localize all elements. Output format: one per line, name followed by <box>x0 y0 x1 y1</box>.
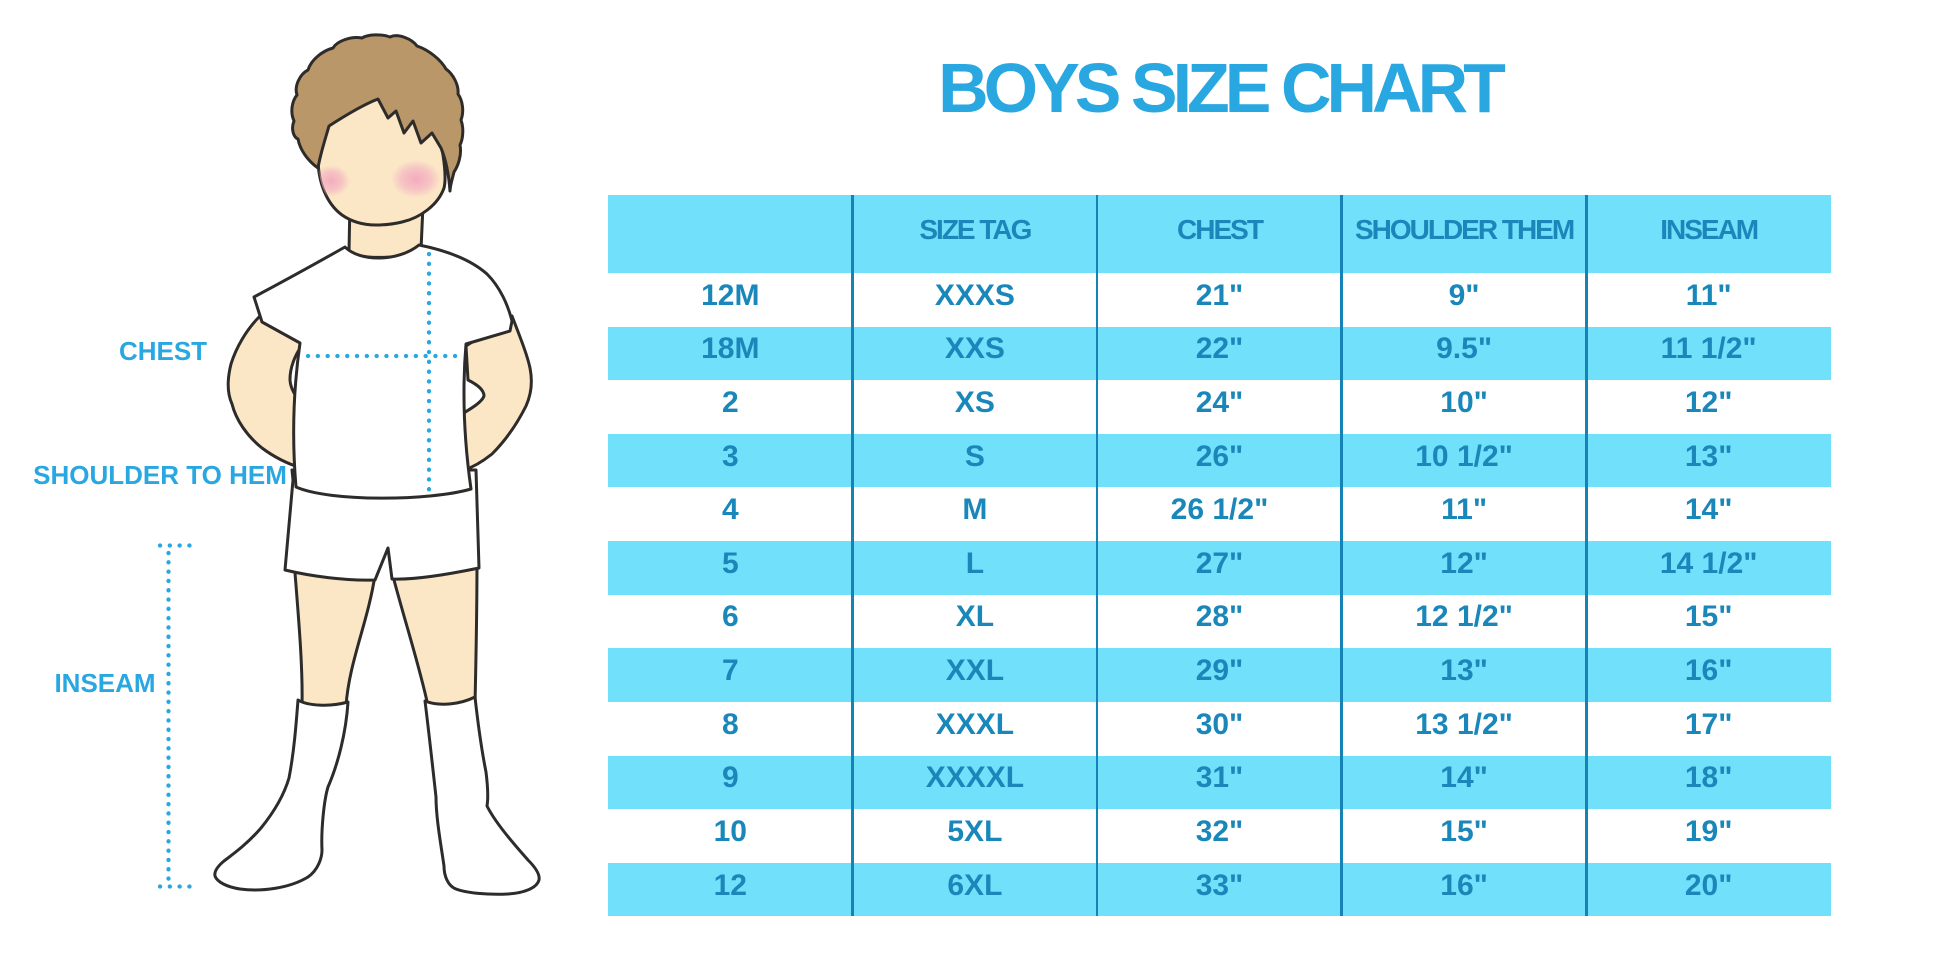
svg-text:SHOULDER TO HEM: SHOULDER TO HEM <box>33 460 287 490</box>
svg-text:CHEST: CHEST <box>119 336 207 366</box>
svg-text:INSEAM: INSEAM <box>54 668 155 698</box>
